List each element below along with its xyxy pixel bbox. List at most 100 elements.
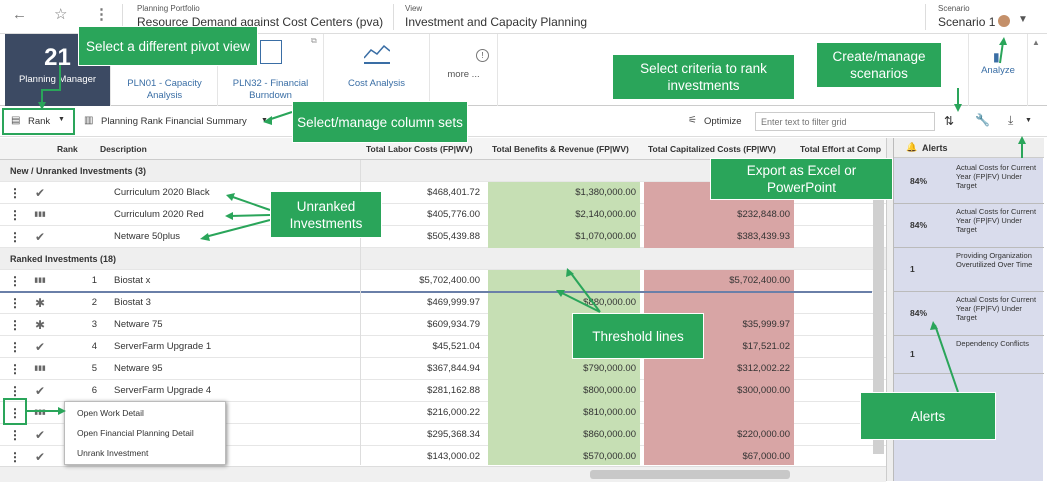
row-menu-icon[interactable]: ⋮ — [9, 406, 21, 420]
row-menu-icon[interactable]: ⋮ — [9, 340, 21, 354]
column-set-dropdown-icon[interactable]: ▼ — [261, 117, 268, 124]
vertical-scrollbar[interactable] — [873, 184, 884, 454]
horizontal-scrollbar[interactable] — [0, 466, 886, 482]
benefits-cell: $1,070,000.00 — [488, 226, 640, 248]
table-row[interactable]: ⋮ ▮▮▮ $216,000.22 $810,000.00 — [0, 402, 886, 424]
scenario-selector[interactable]: Scenario 1 — [938, 15, 996, 29]
description-cell[interactable]: Netware 75 — [114, 319, 163, 330]
row-menu-icon[interactable]: ⋮ — [9, 428, 21, 442]
alert-value: 1 — [910, 349, 915, 359]
group-row[interactable]: Ranked Investments (18) — [0, 248, 886, 270]
alert-item[interactable]: 84% Actual Costs for Current Year (FP|FV… — [894, 160, 1044, 204]
row-menu-icon[interactable]: ⋮ — [9, 230, 21, 244]
tile-pln32[interactable]: ⧉ PLN32 - Financial Burndown — [218, 34, 324, 106]
alert-item[interactable]: 84% Actual Costs for Current Year (FP|FV… — [894, 292, 1044, 336]
col-labor[interactable]: Total Labor Costs (FP|WV) — [366, 144, 473, 154]
tile-more[interactable]: more ... ! — [430, 34, 498, 106]
benefits-cell: $880,000.00 — [488, 292, 640, 314]
labor-cost-cell: $45,521.04 — [432, 341, 480, 352]
rank-dropdown-icon[interactable]: ▼ — [58, 116, 65, 123]
rank-selector[interactable]: Rank — [28, 116, 51, 127]
bar-chart-icon: ▮▮▮ — [34, 409, 46, 416]
rank-icon: ▤ — [11, 115, 21, 126]
col-description[interactable]: Description — [100, 144, 147, 154]
description-cell[interactable]: Biostat x — [114, 275, 151, 286]
grid-header: Rank Description Total Labor Costs (FP|W… — [0, 138, 886, 160]
alert-item[interactable]: 84% Actual Costs for Current Year (FP|FV… — [894, 204, 1044, 248]
alert-item[interactable]: 1 Dependency Conflicts — [894, 336, 1044, 374]
row-menu-icon[interactable]: ⋮ — [9, 450, 21, 464]
description-cell[interactable]: ServerFarm Upgrade 4 — [114, 385, 212, 396]
rank-cell: 4 — [91, 341, 97, 352]
table-row[interactable]: ⋮ ✔ 6 ServerFarm Upgrade 4 $281,162.88 $… — [0, 380, 886, 402]
row-menu-icon[interactable]: ⋮ — [9, 208, 21, 222]
menu-item-unrank[interactable]: Unrank Investment — [77, 448, 149, 458]
rank-criteria-icon[interactable]: ⇅ — [944, 114, 955, 128]
horizontal-scroll-thumb[interactable] — [590, 470, 790, 479]
alert-value: 1 — [910, 264, 915, 274]
panel-splitter[interactable] — [886, 138, 893, 481]
table-row[interactable]: ⋮ ✔ Netware 50plus $505,439.88 $1,070,00… — [0, 226, 886, 248]
description-cell[interactable]: Curriculum 2020 Red — [114, 209, 204, 220]
col-benefits[interactable]: Total Benefits & Revenue (FP|WV) — [492, 144, 629, 154]
col-effort[interactable]: Total Effort at Comp — [800, 144, 882, 154]
wrench-icon[interactable]: 🔧 — [975, 113, 990, 127]
check-icon: ✔ — [34, 340, 46, 354]
table-row[interactable]: ⋮ ✔ $143,000.02 $570,000.00 $67,000.00 — [0, 446, 886, 465]
download-icon[interactable]: ⤓ — [1008, 113, 1014, 127]
row-menu-icon[interactable]: ⋮ — [9, 274, 21, 288]
view-name[interactable]: Investment and Capacity Planning — [405, 15, 588, 29]
table-row[interactable]: ⋮ ✱ 2 Biostat 3 $469,999.97 $880,000.00 — [0, 292, 886, 314]
portfolio-name[interactable]: Resource Demand against Cost Centers (pv… — [137, 15, 384, 29]
check-icon: ✔ — [34, 384, 46, 398]
table-row[interactable]: ⋮ ✔ 4 ServerFarm Upgrade 1 $45,521.04 $1… — [0, 336, 886, 358]
menu-item-open-work-detail[interactable]: Open Work Detail — [77, 408, 144, 418]
description-cell[interactable]: Netware 50plus — [114, 231, 181, 242]
filter-input[interactable] — [755, 112, 935, 131]
row-menu-icon[interactable]: ⋮ — [9, 318, 21, 332]
columns-icon: ▥ — [84, 115, 94, 126]
table-row[interactable]: ⋮ ▮▮▮ 1 Biostat x $5,702,400.00 $5,702,4… — [0, 270, 886, 292]
alert-text: Dependency Conflicts — [956, 339, 1029, 348]
benefits-cell: $860,000.00 — [488, 424, 640, 446]
col-capitalized[interactable]: Total Capitalized Costs (FP|WV) — [648, 144, 776, 154]
scenario-dropdown-icon[interactable]: ▼ — [1018, 14, 1028, 25]
threshold-line — [0, 291, 872, 293]
alert-text: Actual Costs for Current Year (FP|FV) Un… — [956, 207, 1037, 234]
benefits-cell: $2,140,000.00 — [488, 204, 640, 226]
description-cell[interactable]: ServerFarm Upgrade 1 — [114, 341, 212, 352]
row-menu-icon[interactable]: ⋮ — [9, 362, 21, 376]
labor-cost-cell: $367,844.94 — [427, 363, 480, 374]
capitalized-cell — [644, 292, 794, 314]
alert-item[interactable]: 1 Providing Organization Overutilized Ov… — [894, 248, 1044, 292]
menu-item-open-financial-planning[interactable]: Open Financial Planning Detail — [77, 428, 194, 438]
collapse-icon[interactable]: ▲ — [1032, 38, 1040, 47]
col-rank[interactable]: Rank — [57, 144, 78, 154]
table-row[interactable]: ⋮ ✱ 3 Netware 75 $609,934.79 $35,999.97 — [0, 314, 886, 336]
back-arrow-icon[interactable]: ← — [12, 6, 27, 23]
group-row[interactable]: New / Unranked Investments (3) — [0, 160, 886, 182]
optimize-button[interactable]: Optimize — [704, 116, 742, 127]
tile-label: PLN32 - Financial Burndown — [232, 78, 309, 101]
info-icon[interactable]: ! — [476, 49, 489, 62]
row-menu-icon[interactable]: ⋮ — [9, 296, 21, 310]
capitalized-cell: $67,000.00 — [644, 446, 794, 465]
bar-chart-icon: ▮▮▮ — [34, 277, 46, 284]
description-cell[interactable]: Biostat 3 — [114, 297, 151, 308]
table-row[interactable]: ⋮ ▮▮▮ 5 Netware 95 $367,844.94 $790,000.… — [0, 358, 886, 380]
external-link-icon[interactable]: ⧉ — [311, 36, 317, 45]
more-vertical-icon[interactable]: ⋮ — [94, 6, 109, 23]
tile-label: Planning Manager — [18, 74, 97, 85]
row-menu-icon[interactable]: ⋮ — [9, 384, 21, 398]
capitalized-cell: $232,848.00 — [644, 204, 794, 226]
description-cell[interactable]: Netware 95 — [114, 363, 163, 374]
column-set-selector[interactable]: Planning Rank Financial Summary — [101, 116, 247, 127]
description-cell[interactable]: Curriculum 2020 Black — [114, 187, 210, 198]
export-dropdown-icon[interactable]: ▼ — [1025, 117, 1032, 124]
bar-chart-icon: ▮▮▮ — [34, 365, 46, 372]
tile-cost-analysis[interactable]: Cost Analysis — [324, 34, 430, 106]
star-icon[interactable]: ☆ — [54, 6, 68, 23]
tile-analyze[interactable]: ▮ Analyze — [968, 34, 1028, 106]
row-menu-icon[interactable]: ⋮ — [9, 186, 21, 200]
table-row[interactable]: ⋮ ▮▮▮ Curriculum 2020 Red $405,776.00 $2… — [0, 204, 886, 226]
